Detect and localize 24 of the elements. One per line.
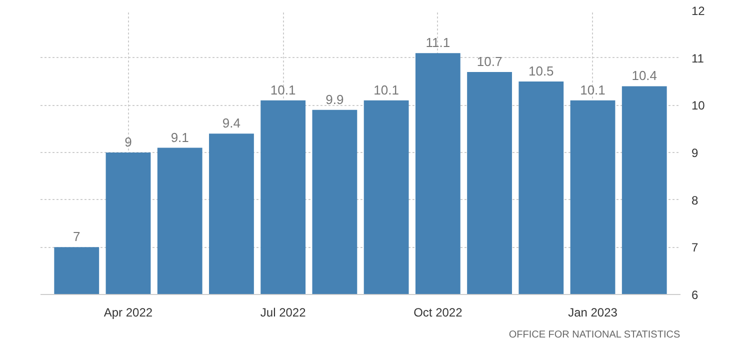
x-tick-label: Oct 2022 — [414, 306, 463, 320]
y-tick-label: 10 — [692, 98, 706, 113]
y-tick-label: 12 — [692, 4, 706, 18]
x-tick-label: Jul 2022 — [260, 306, 306, 320]
data-label: 10.7 — [476, 54, 502, 70]
y-tick-label: 11 — [692, 51, 704, 66]
y-tick-label: 8 — [692, 193, 698, 208]
data-label: 9.4 — [222, 116, 241, 131]
y-tick-label: 6 — [692, 288, 698, 302]
data-label: 10.1 — [270, 82, 296, 98]
data-label: 11.1 — [426, 35, 450, 50]
data-label: 10.1 — [580, 82, 606, 98]
x-tick-label: Apr 2022 — [104, 306, 153, 320]
data-label: 10.4 — [632, 68, 658, 84]
y-tick-label: 9 — [692, 146, 698, 160]
y-tick-label: 7 — [692, 240, 698, 255]
text: OFFICE FOR NATIONAL STATISTICS — [508, 330, 680, 340]
data-label: 9 — [124, 134, 132, 150]
data-label: 10.5 — [528, 64, 554, 78]
data-label: 9.9 — [326, 92, 344, 107]
x-tick-label: Jan 2023 — [568, 306, 618, 320]
data-label: 9.1 — [170, 130, 189, 145]
data-label: 10.1 — [374, 82, 399, 98]
data-label: 7 — [73, 229, 80, 244]
